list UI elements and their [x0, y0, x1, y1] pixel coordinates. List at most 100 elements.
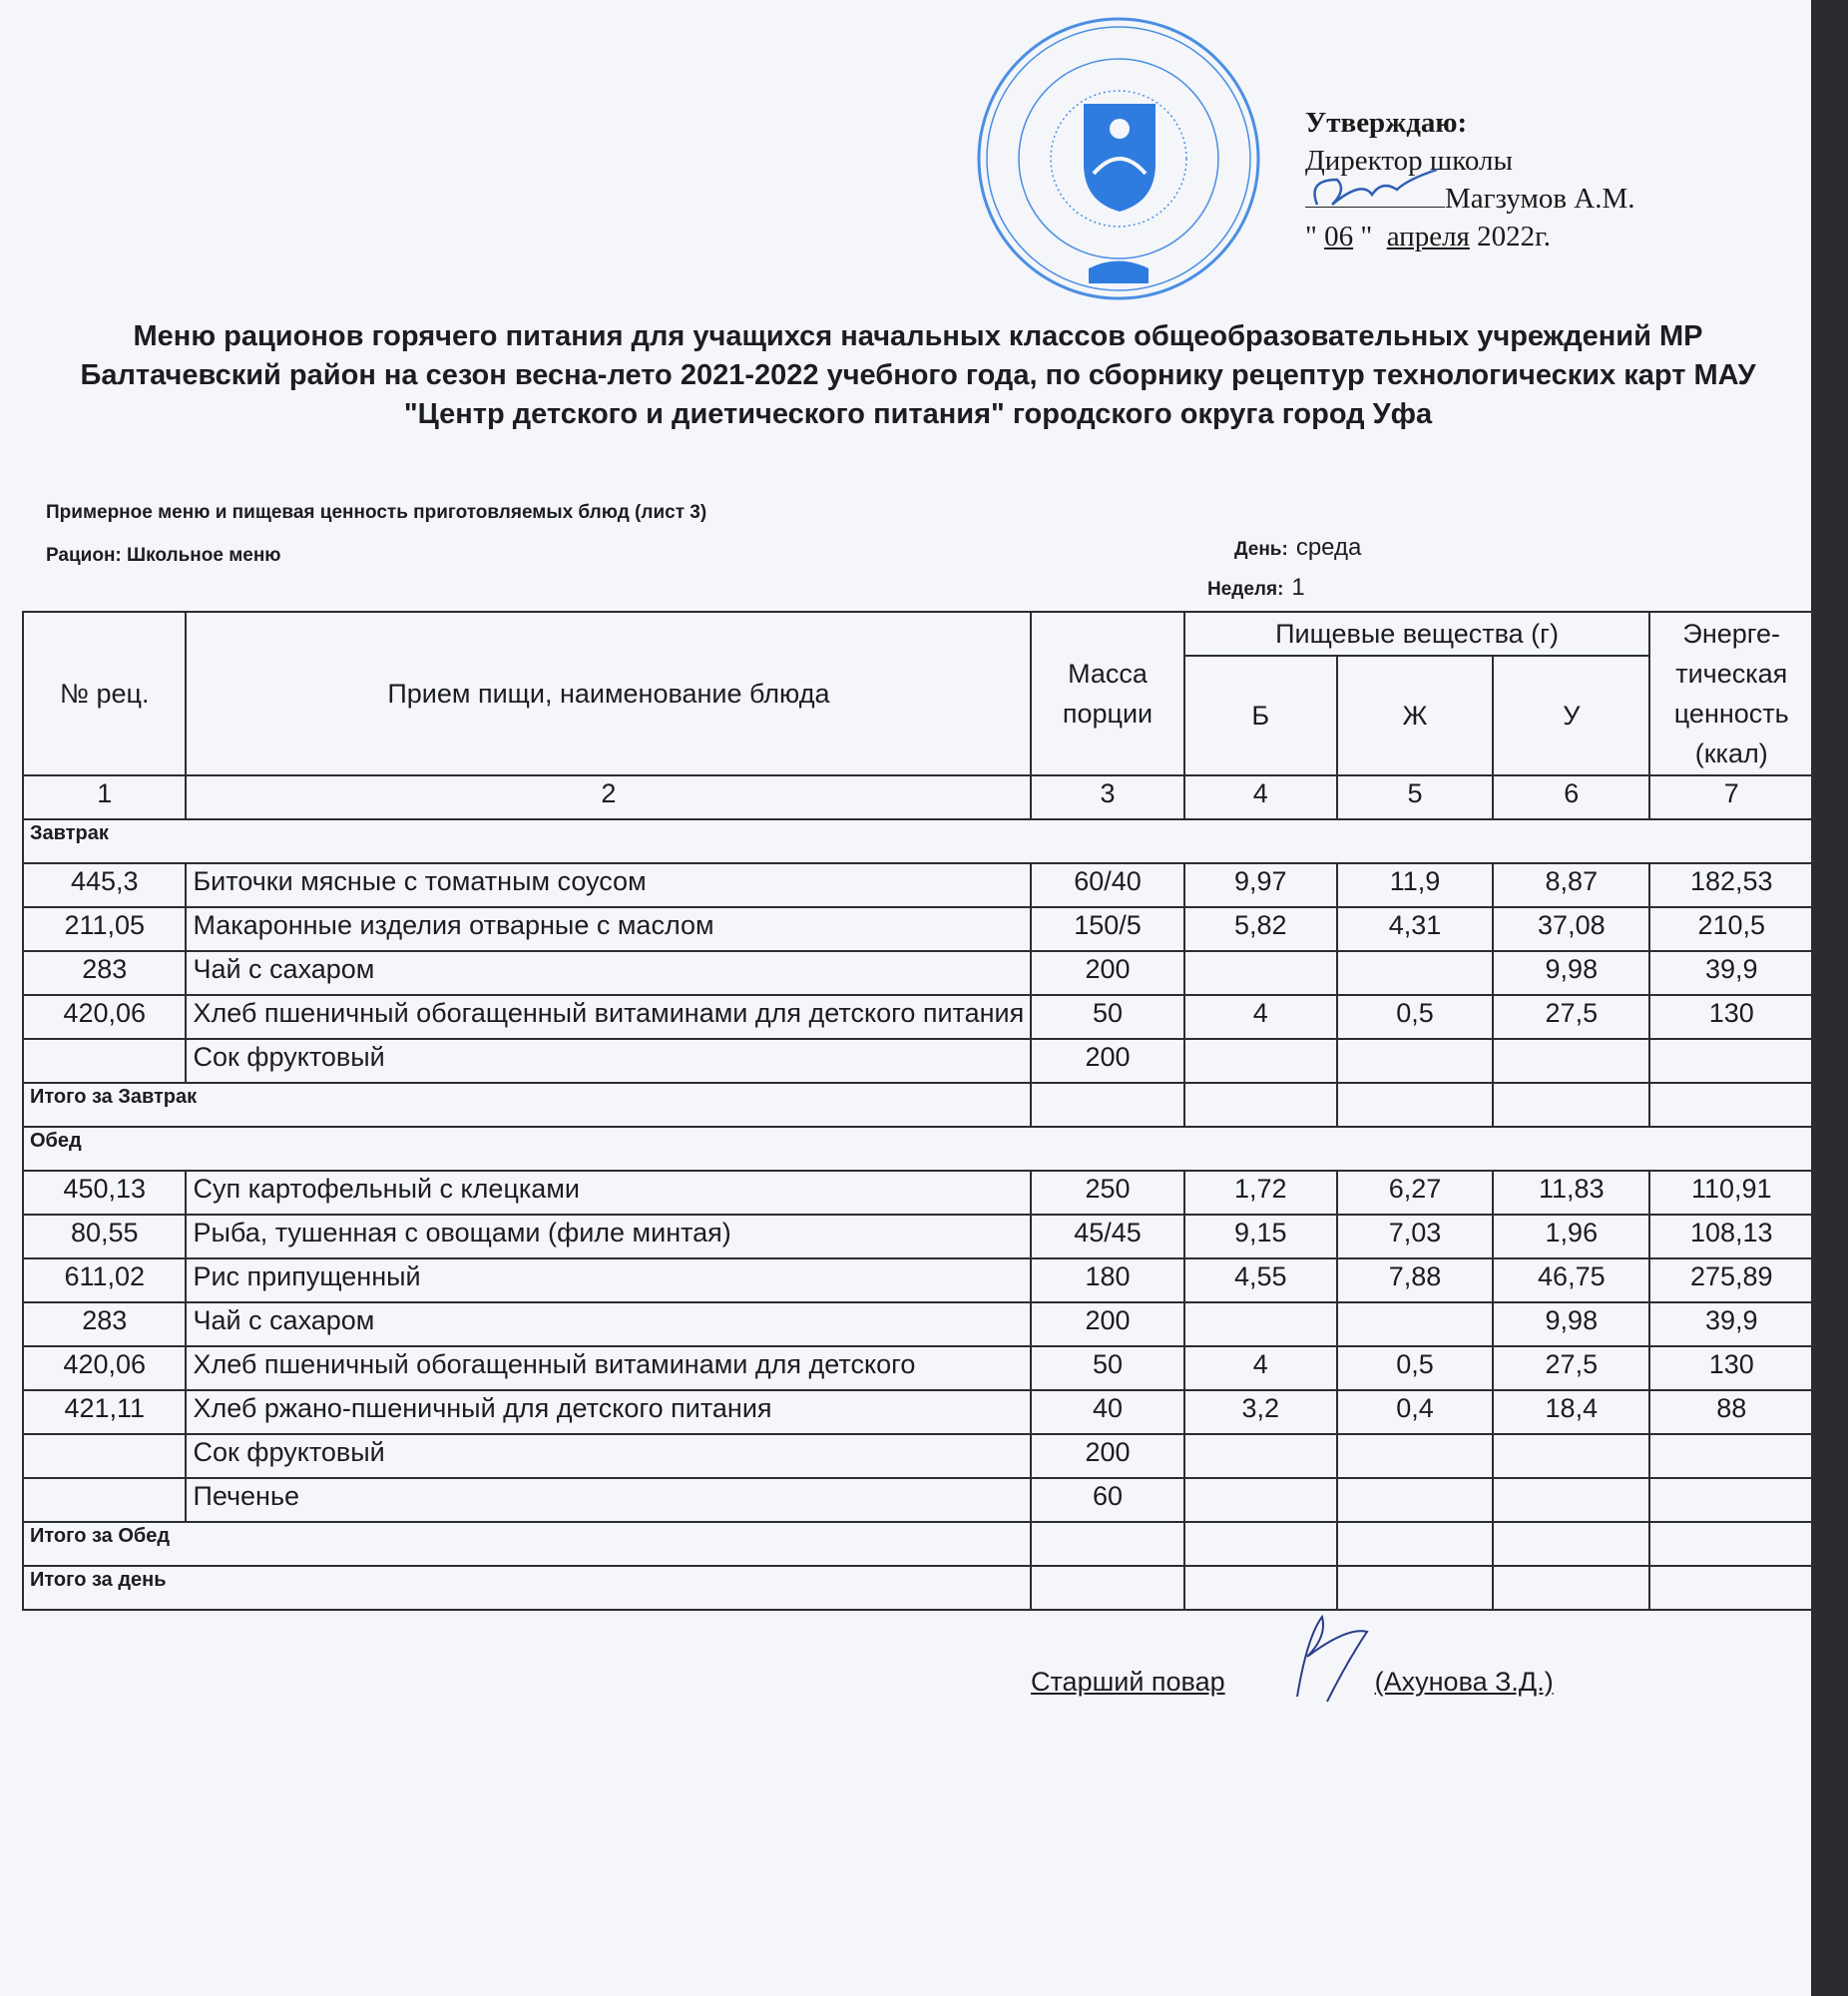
cell-num: 211,05: [21, 906, 188, 952]
cell-b: [1182, 1301, 1338, 1347]
cell-mass: 180: [1030, 1257, 1185, 1303]
cell-kcal: 88: [1648, 1389, 1814, 1435]
ration-line: Рацион: Школьное меню: [46, 545, 281, 566]
cell-zh: 6,27: [1335, 1170, 1495, 1216]
approval-name: Магзумов А.М.: [1445, 183, 1635, 215]
cell-mass: 50: [1030, 1345, 1185, 1391]
section-breakfast: Завтрак: [22, 818, 1814, 864]
header-num: № рец.: [21, 611, 188, 776]
cell-b: 9,97: [1182, 862, 1338, 908]
cell-u: 27,5: [1492, 994, 1651, 1040]
cell-zh: [1335, 1301, 1495, 1347]
column-number: 6: [1492, 774, 1651, 820]
cell-name: Биточки мясные с томатным соусом: [185, 862, 1033, 908]
cell-zh: [1335, 950, 1495, 996]
cell-name: Суп картофельный с клецками: [185, 1170, 1033, 1216]
header-u: У: [1492, 655, 1651, 776]
cell-name: Печенье: [185, 1477, 1033, 1523]
table-row: 211,05 Макаронные изделия отварные с масл…: [21, 906, 1814, 952]
cell-kcal: 39,9: [1648, 1301, 1814, 1347]
cell-name: Хлеб пшеничный обогащенный витаминами дл…: [185, 1345, 1033, 1391]
cell-kcal: 130: [1648, 1345, 1814, 1391]
lunch-total-row: Итого за Обед: [21, 1521, 1814, 1567]
cell-b: [1182, 1477, 1338, 1523]
cell-num: 450,13: [21, 1170, 188, 1216]
cell-u: [1492, 1433, 1651, 1479]
cell-num: [21, 1038, 188, 1084]
cell-mass: 150/5: [1030, 906, 1185, 952]
cell-name: Хлеб ржано-пшеничный для детского питани…: [185, 1389, 1033, 1435]
header-mass: Масса порции: [1030, 611, 1185, 776]
cell-name: Чай с сахаром: [185, 950, 1033, 996]
header-zh: Ж: [1335, 655, 1495, 776]
cell-zh: 11,9: [1335, 862, 1495, 908]
cell-mass: 200: [1030, 1038, 1185, 1084]
cell-zh: 7,03: [1335, 1214, 1495, 1259]
section-lunch: Обед: [22, 1126, 1814, 1172]
approval-heading: Утверждаю:: [1305, 107, 1468, 139]
cell-u: 9,98: [1492, 1301, 1651, 1347]
cell-kcal: 39,9: [1648, 950, 1814, 996]
cell-mass: 60/40: [1030, 862, 1185, 908]
cell-num: 80,55: [21, 1214, 188, 1259]
approval-day: 06: [1324, 221, 1354, 252]
cell-u: 18,4: [1492, 1389, 1651, 1435]
cell-kcal: 182,53: [1648, 862, 1814, 908]
cell-kcal: 108,13: [1648, 1214, 1814, 1259]
week-value: 1: [1291, 574, 1305, 601]
cell-num: 420,06: [21, 994, 188, 1040]
cell-name: Рыба, тушенная с овощами (филе минтая): [185, 1214, 1033, 1259]
cell-name: Рис припущенный: [185, 1257, 1033, 1303]
approval-year: 2022г.: [1477, 221, 1552, 252]
table-row: 421,11 Хлеб ржано-пшеничный для детского …: [21, 1389, 1814, 1435]
cell-mass: 200: [1030, 950, 1185, 996]
cell-num: 420,06: [21, 1345, 188, 1391]
photo-background-edge: [1811, 0, 1848, 1996]
cell-num: 611,02: [21, 1257, 188, 1303]
approval-position: Директор школы: [1305, 145, 1513, 177]
cell-mass: 60: [1030, 1477, 1185, 1523]
cell-num: 283: [21, 1301, 188, 1347]
week-line: Неделя: 1: [1207, 574, 1305, 601]
cell-kcal: [1648, 1477, 1814, 1523]
cell-mass: 200: [1030, 1433, 1185, 1479]
cell-kcal: 210,5: [1648, 906, 1814, 952]
cell-name: Сок фруктовый: [185, 1433, 1033, 1479]
cell-u: 37,08: [1492, 906, 1651, 952]
table-row: 445,3 Биточки мясные с томатным соусом 60/…: [21, 862, 1814, 908]
cell-u: 11,83: [1492, 1170, 1651, 1216]
cell-kcal: 275,89: [1648, 1257, 1814, 1303]
document-title: Меню рационов горячего питания для учащи…: [80, 320, 1756, 430]
header-energy: Энерге-тическая ценность (ккал): [1648, 611, 1814, 776]
cell-num: 445,3: [21, 862, 188, 908]
cell-name: Хлеб пшеничный обогащенный витаминами дл…: [185, 994, 1033, 1040]
cell-name: Чай с сахаром: [185, 1301, 1033, 1347]
cell-b: 1,72: [1182, 1170, 1338, 1216]
cell-mass: 45/45: [1030, 1214, 1185, 1259]
cell-kcal: [1648, 1433, 1814, 1479]
cell-b: 4: [1182, 1345, 1338, 1391]
breakfast-total-row: Итого за Завтрак: [21, 1082, 1814, 1128]
cell-kcal: [1648, 1038, 1814, 1084]
header-b: Б: [1182, 655, 1338, 776]
column-number: 5: [1335, 774, 1495, 820]
cell-u: 1,96: [1492, 1214, 1651, 1259]
table-row: 80,55 Рыба, тушенная с овощами (филе минт…: [21, 1214, 1814, 1259]
cell-zh: 7,88: [1335, 1257, 1495, 1303]
cell-b: 5,82: [1182, 906, 1338, 952]
cook-signature: [1296, 1614, 1369, 1703]
cell-b: [1182, 950, 1338, 996]
approval-block: Утверждаю: Директор школы Магзумов А.М. …: [1305, 104, 1635, 255]
column-number: 7: [1648, 774, 1814, 820]
table-row: Сок фруктовый 200: [21, 1038, 1814, 1084]
table-row: 450,13 Суп картофельный с клецками 250 1,72…: [21, 1170, 1814, 1216]
cell-mass: 200: [1030, 1301, 1185, 1347]
cell-u: [1492, 1477, 1651, 1523]
cell-b: 3,2: [1182, 1389, 1338, 1435]
cell-b: 4: [1182, 994, 1338, 1040]
column-number: 1: [21, 774, 188, 820]
cell-zh: 0,4: [1335, 1389, 1495, 1435]
table-row: Печенье 60: [21, 1477, 1814, 1523]
cell-num: [21, 1477, 188, 1523]
cell-zh: 4,31: [1335, 906, 1495, 952]
